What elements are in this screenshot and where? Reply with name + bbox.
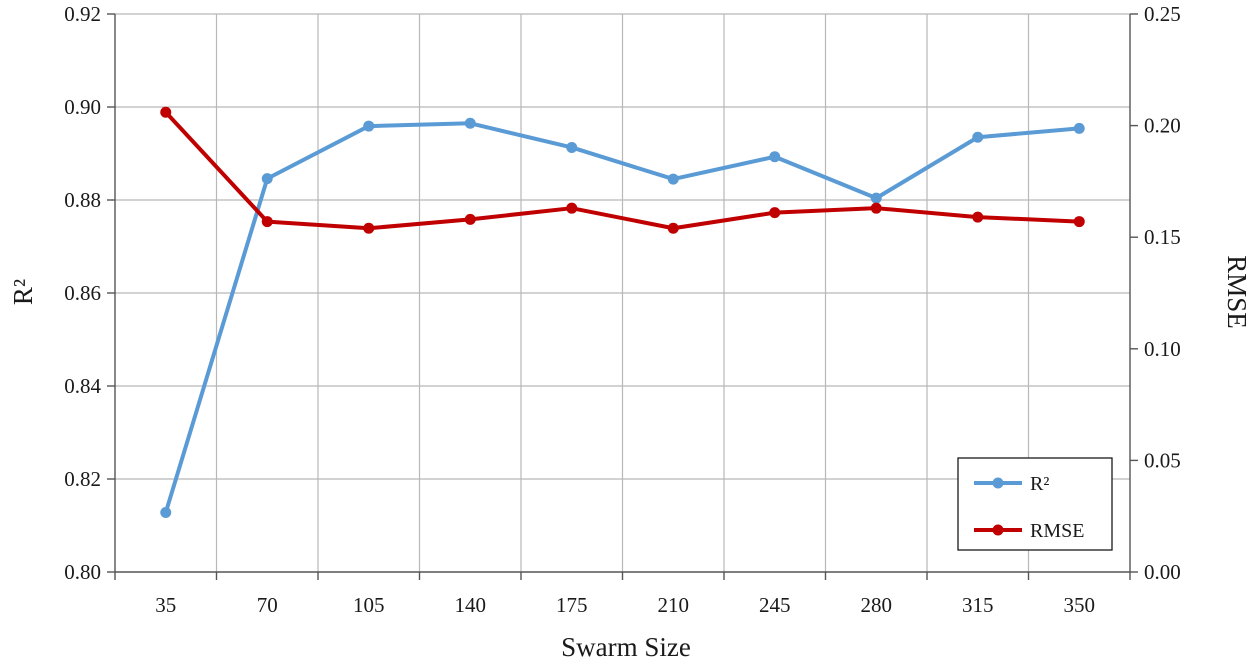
y-right-tick-label: 0.00 xyxy=(1144,560,1181,584)
x-tick-label: 140 xyxy=(455,593,487,617)
y-right-tick-label: 0.05 xyxy=(1144,448,1181,472)
y-axis-right-title: RMSE xyxy=(1222,255,1250,329)
y-right-tick-label: 0.20 xyxy=(1144,114,1181,138)
y-left-tick-label: 0.86 xyxy=(64,281,101,305)
legend-box xyxy=(957,457,1113,551)
y-left-tick-label: 0.82 xyxy=(64,467,101,491)
data-point-rmse xyxy=(566,202,578,214)
legend-r2-label: R² xyxy=(1030,473,1049,495)
legend-r2-marker xyxy=(992,477,1004,489)
series-line-rmse xyxy=(164,110,1080,231)
plot-area xyxy=(160,106,1085,518)
x-tick-label: 175 xyxy=(556,593,588,617)
x-tick-label: 280 xyxy=(861,593,893,617)
data-point-rmse xyxy=(160,106,172,118)
x-tick-label: 315 xyxy=(962,593,994,617)
data-point-r2 xyxy=(363,120,375,132)
data-point-rmse xyxy=(1073,216,1085,228)
data-point-r2 xyxy=(566,141,578,153)
data-point-r2 xyxy=(769,151,781,163)
x-tick-label: 245 xyxy=(759,593,791,617)
legend: R² RMSE xyxy=(957,457,1113,551)
y-axis-left-title: R² xyxy=(8,279,38,305)
series-line-r2 xyxy=(163,121,1080,514)
y-right-tick-label: 0.25 xyxy=(1144,2,1181,26)
x-tick-label: 35 xyxy=(155,593,176,617)
grid xyxy=(115,13,1130,572)
data-point-r2 xyxy=(667,173,679,185)
data-point-rmse xyxy=(464,213,476,225)
y-right-tick-label: 0.15 xyxy=(1144,225,1181,249)
data-point-rmse xyxy=(363,222,375,234)
axes: 0.80 0.82 0.84 0.86 0.88 0.90 0.92 0.00 0.05 0.10… xyxy=(64,2,1181,617)
legend-rmse-label: RMSE xyxy=(1030,520,1084,542)
y-left-tick-label: 0.90 xyxy=(64,95,101,119)
y-left-tick-label: 0.88 xyxy=(64,188,101,212)
x-axis-title: Swarm Size xyxy=(561,632,691,662)
data-point-rmse xyxy=(972,211,984,223)
data-point-rmse xyxy=(769,207,781,219)
y-left-tick-label: 0.80 xyxy=(64,560,101,584)
data-point-r2 xyxy=(1073,122,1085,134)
x-tick-label: 105 xyxy=(353,593,385,617)
data-point-r2 xyxy=(972,131,984,143)
data-point-r2 xyxy=(870,192,882,204)
x-tick-label: 350 xyxy=(1064,593,1096,617)
data-point-r2 xyxy=(261,173,273,185)
x-tick-label: 70 xyxy=(257,593,278,617)
y-left-tick-label: 0.92 xyxy=(64,2,101,26)
data-point-rmse xyxy=(261,216,273,228)
y-left-tick-label: 0.84 xyxy=(64,374,101,398)
x-tick-label: 210 xyxy=(658,593,690,617)
legend-rmse-marker xyxy=(992,524,1004,536)
data-point-rmse xyxy=(870,202,882,214)
data-point-r2 xyxy=(160,506,172,518)
y-right-tick-label: 0.10 xyxy=(1144,337,1181,361)
data-point-rmse xyxy=(667,222,679,234)
data-point-r2 xyxy=(464,117,476,129)
